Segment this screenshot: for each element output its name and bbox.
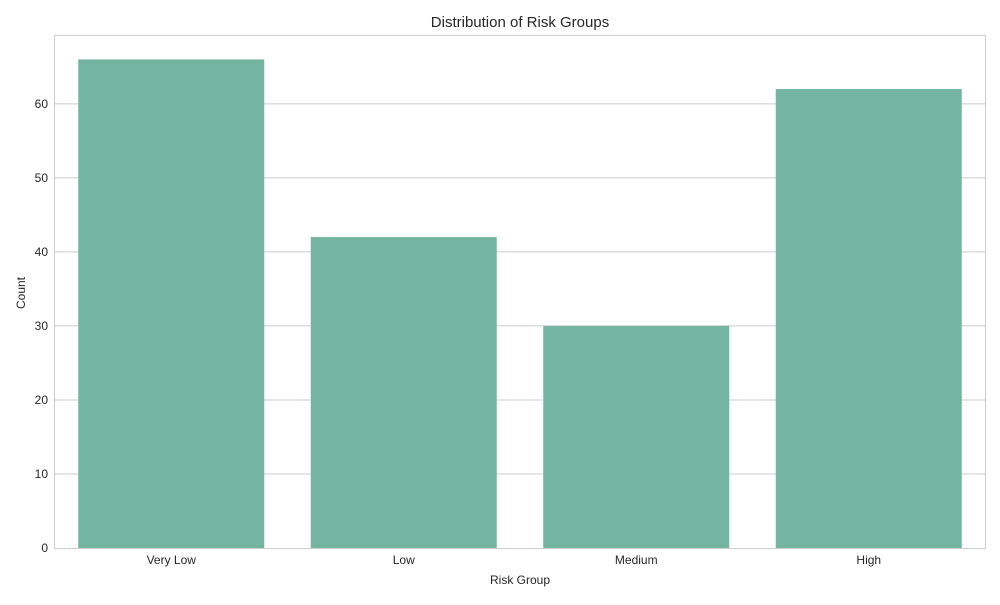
plot-frame [54,35,986,549]
bar-low [310,237,497,548]
bar-medium [543,325,730,548]
y-tick-label: 20 [35,393,49,407]
y-tick-label: 60 [35,97,49,111]
x-tick-labels: Very Low Low Medium High [147,553,882,567]
y-tick-label: 0 [41,541,48,555]
y-tick-label: 30 [35,319,49,333]
x-tick-label: Medium [615,553,658,567]
x-tick-label: High [856,553,881,567]
x-tick-label: Very Low [147,553,197,567]
y-axis-label: Count [14,276,28,309]
y-tick-label: 10 [35,467,49,481]
bar-high [775,89,962,548]
y-tick-label: 50 [35,171,49,185]
x-axis-label: Risk Group [490,573,550,587]
chart-title: Distribution of Risk Groups [431,14,609,31]
bar-very-low [78,59,265,549]
y-tick-labels: 0 10 20 30 40 50 60 [35,97,49,555]
bars [78,59,962,549]
y-tick-label: 40 [35,245,49,259]
x-tick-label: Low [393,553,415,567]
